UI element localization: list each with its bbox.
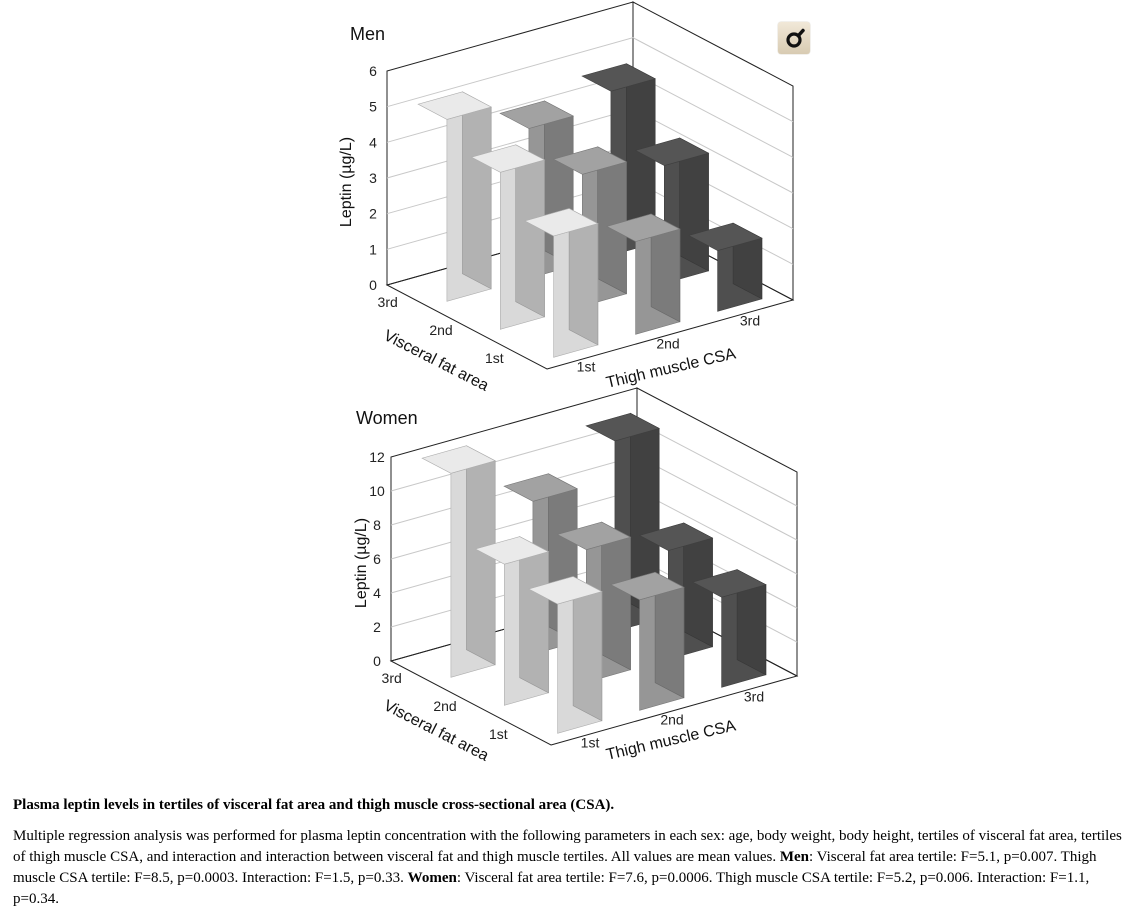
caption-men-stats: : Visceral fat area tertile: F=5.1, p=0.… bbox=[13, 849, 1097, 886]
y-tick-label: 1st bbox=[485, 350, 504, 366]
figure: 0 1 2 3 4 5 6 1st 2nd 3rd 1st 2nd 3rd Men Leptin (µg/L… bbox=[338, 1, 799, 765]
bar bbox=[470, 144, 546, 330]
z-tick-label: 12 bbox=[369, 449, 385, 465]
bar bbox=[687, 222, 763, 312]
bar bbox=[609, 571, 685, 711]
caption-title: Plasma leptin levels in tertiles of visc… bbox=[13, 797, 615, 813]
chart-title: Men bbox=[350, 24, 385, 44]
figure-caption: Plasma leptin levels in tertiles of visc… bbox=[13, 795, 1131, 910]
bar bbox=[421, 445, 497, 678]
bar bbox=[523, 208, 599, 358]
caption-women-stats: : Visceral fat area tertile: F=7.6, p=0.… bbox=[13, 870, 1090, 907]
x-tick-label: 2nd bbox=[656, 336, 679, 352]
gridline bbox=[386, 37, 794, 123]
bar bbox=[527, 576, 603, 734]
z-tick-label: 2 bbox=[369, 206, 377, 222]
y-tick-label: 3rd bbox=[382, 670, 402, 686]
x-tick-label: 3rd bbox=[744, 689, 764, 705]
bar bbox=[417, 91, 493, 302]
z-tick-label: 2 bbox=[373, 619, 381, 635]
x-tick-label: 1st bbox=[581, 735, 600, 751]
z-axis-label: Leptin (µg/L) bbox=[353, 518, 370, 608]
zoom-button[interactable] bbox=[778, 22, 810, 54]
caption-men-label: Men bbox=[779, 849, 810, 865]
bar bbox=[605, 213, 681, 335]
z-axis-label: Leptin (µg/L) bbox=[338, 137, 355, 227]
y-tick-label: 3rd bbox=[378, 294, 398, 310]
x-axis-label: Thigh muscle CSA bbox=[605, 345, 738, 391]
x-tick-label: 1st bbox=[577, 359, 596, 375]
z-tick-label: 6 bbox=[373, 551, 381, 567]
z-tick-label: 1 bbox=[369, 241, 377, 257]
caption-women-label: Women bbox=[407, 870, 457, 886]
z-tick-label: 3 bbox=[369, 170, 377, 186]
y-tick-label: 2nd bbox=[433, 698, 456, 714]
z-tick-label: 4 bbox=[373, 585, 381, 601]
z-tick-label: 0 bbox=[369, 277, 377, 293]
chart-panel-0: 0 1 2 3 4 5 6 1st 2nd 3rd 1st 2nd 3rd Men Leptin (µg/L… bbox=[338, 1, 795, 395]
z-tick-label: 8 bbox=[373, 517, 381, 533]
z-tick-label: 4 bbox=[369, 134, 377, 150]
y-tick-label: 2nd bbox=[429, 322, 452, 338]
chart-panel-1: 0 2 4 6 8 10 12 1st 2nd 3rd 1st 2nd 3rd Women Leptin (… bbox=[353, 387, 799, 765]
magnifier-icon bbox=[786, 28, 805, 48]
x-tick-label: 3rd bbox=[740, 313, 760, 329]
x-tick-label: 2nd bbox=[660, 712, 683, 728]
z-tick-label: 0 bbox=[373, 653, 381, 669]
caption-body: Multiple regression analysis was perform… bbox=[13, 826, 1131, 910]
z-tick-label: 6 bbox=[369, 63, 377, 79]
y-tick-label: 1st bbox=[489, 726, 508, 742]
caption-intro: Multiple regression analysis was perform… bbox=[13, 828, 1122, 865]
chart-title: Women bbox=[356, 408, 418, 428]
z-tick-label: 5 bbox=[369, 99, 377, 115]
z-tick-label: 10 bbox=[369, 483, 385, 499]
bar bbox=[691, 569, 767, 688]
